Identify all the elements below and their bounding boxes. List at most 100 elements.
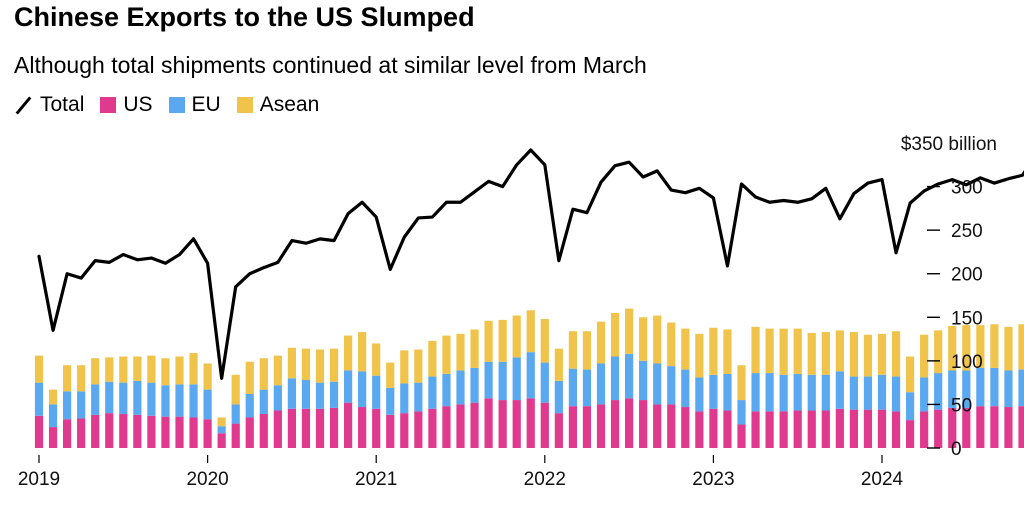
bar-eu: [77, 391, 86, 419]
bar-asean: [962, 325, 971, 371]
bar-eu: [751, 373, 760, 412]
bar-asean: [976, 325, 985, 368]
legend-item-eu: EU: [168, 93, 221, 117]
bar-us: [737, 424, 746, 448]
bar-eu: [849, 376, 858, 410]
bar-asean: [723, 329, 732, 374]
bar-asean: [386, 362, 395, 388]
bar-eu: [526, 352, 535, 399]
bar-asean: [189, 353, 198, 385]
total-line: [37, 148, 1024, 380]
legend-label-eu: EU: [191, 93, 221, 116]
bars-layer: [34, 308, 1024, 448]
bar-eu: [105, 381, 114, 414]
bar-asean: [147, 355, 156, 383]
bar-eu: [807, 374, 816, 411]
bar-us: [1018, 406, 1024, 448]
bar-us: [751, 411, 760, 448]
bar-eu: [906, 392, 915, 421]
bar-eu: [400, 383, 409, 414]
bar-asean: [793, 328, 802, 374]
y-tick-label: 250: [951, 221, 983, 242]
bar-eu: [456, 370, 465, 405]
bar-eu: [470, 367, 479, 403]
x-tick-label: 2021: [355, 469, 397, 490]
chart-subtitle: Although total shipments continued at si…: [14, 52, 647, 78]
bar-eu: [667, 366, 676, 405]
bar-us: [259, 414, 268, 448]
x-tick-label: 2022: [524, 469, 566, 490]
bar-asean: [175, 356, 184, 385]
bar-eu: [119, 382, 128, 415]
bar-eu: [133, 380, 142, 415]
bar-eu: [189, 384, 198, 418]
swatch-asean: [236, 97, 253, 113]
bar-asean: [681, 328, 690, 370]
bar-asean: [948, 326, 957, 371]
bar-us: [147, 415, 156, 448]
bar-eu: [1018, 369, 1024, 407]
bar-us: [962, 407, 971, 448]
bar-us: [639, 400, 648, 448]
bar-eu: [976, 367, 985, 407]
bar-eu: [554, 380, 563, 414]
bar-asean: [554, 348, 563, 381]
bar-eu: [512, 357, 521, 401]
swatch-eu: [168, 97, 185, 113]
bar-asean: [358, 332, 367, 372]
bar-asean: [456, 333, 465, 371]
bar-eu: [442, 373, 451, 407]
x-tick-label: 2020: [186, 469, 228, 490]
bar-asean: [400, 350, 409, 384]
y-tick-label: 300: [951, 178, 983, 199]
y-top-label: $350 billion: [901, 134, 997, 155]
bar-asean: [990, 324, 999, 368]
bar-asean: [877, 333, 887, 375]
bar-asean: [751, 326, 760, 374]
legend-item-us: US: [100, 93, 153, 117]
y-tick-label: 100: [951, 352, 983, 373]
bar-us: [891, 411, 901, 448]
bar-asean: [610, 312, 620, 357]
bar-asean: [105, 357, 114, 382]
bar-eu: [723, 373, 732, 411]
bar-us: [779, 411, 788, 448]
bar-us: [386, 414, 395, 448]
bar-asean: [568, 331, 577, 369]
y-tick-label: 200: [951, 265, 983, 286]
legend-label-us: US: [123, 93, 153, 116]
bar-us: [667, 404, 676, 448]
bar-us: [920, 411, 929, 448]
bar-eu: [63, 391, 72, 420]
bar-asean: [259, 358, 268, 390]
bar-asean: [34, 355, 44, 383]
bar-eu: [835, 371, 844, 409]
bar-eu: [737, 400, 746, 425]
bar-us: [990, 406, 999, 448]
bar-us: [48, 427, 58, 448]
legend-item-total: Total: [14, 93, 84, 117]
bar-eu: [91, 384, 100, 415]
bar-us: [91, 414, 100, 448]
bar-eu: [484, 361, 493, 399]
bar-asean: [217, 417, 226, 427]
bar-eu: [990, 367, 999, 407]
bar-eu: [639, 360, 648, 401]
bar-us: [695, 411, 704, 448]
bar-us: [175, 416, 184, 448]
bar-asean: [77, 365, 86, 392]
bar-eu: [582, 369, 592, 407]
bar-us: [498, 400, 507, 448]
bar-asean: [231, 374, 240, 405]
swatch-us: [100, 97, 117, 113]
bar-us: [329, 407, 339, 448]
bar-eu: [863, 376, 873, 410]
chart-title: Chinese Exports to the US Slumped: [14, 2, 475, 32]
bar-asean: [906, 356, 915, 393]
bar-eu: [231, 404, 240, 424]
bar-eu: [414, 382, 423, 412]
bar-us: [161, 416, 170, 448]
bar-eu: [653, 363, 662, 405]
bar-eu: [934, 373, 943, 410]
bar-us: [877, 409, 887, 448]
